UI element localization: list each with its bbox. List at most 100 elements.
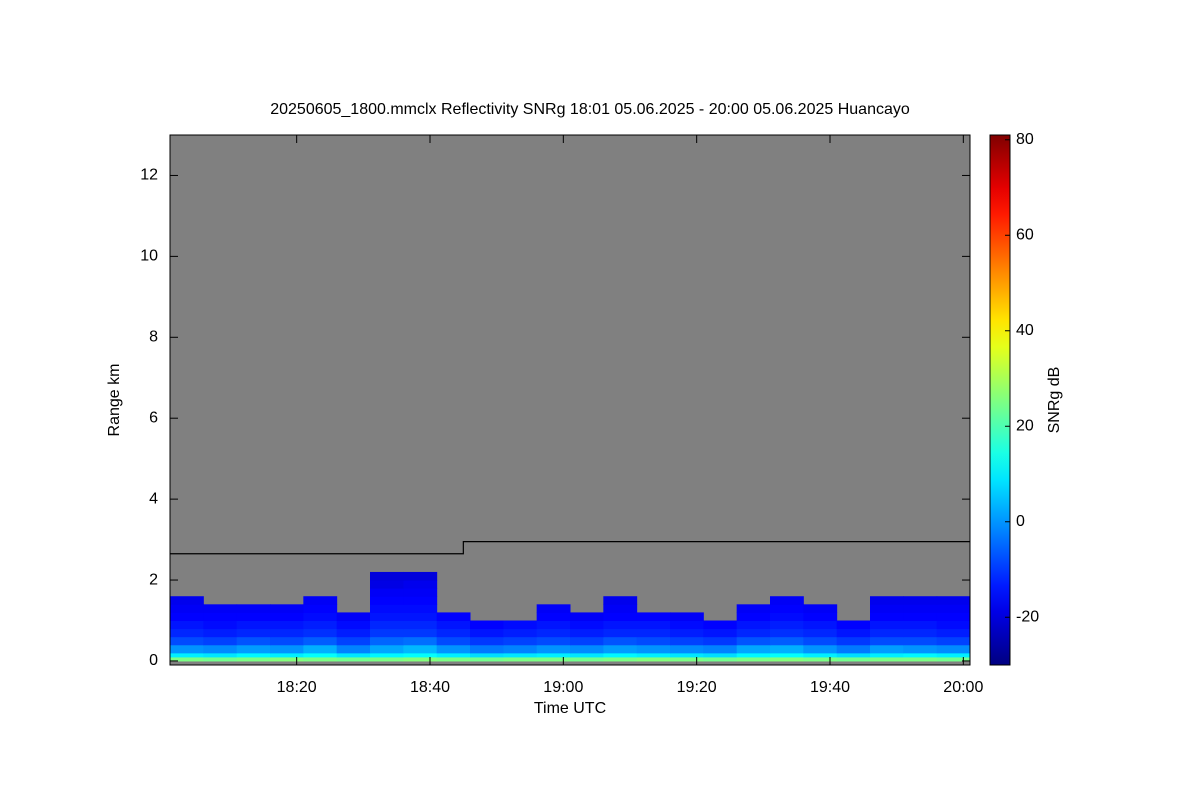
heatmap-cell (670, 652, 704, 658)
heatmap-cell (536, 612, 571, 621)
heatmap-cell (536, 604, 571, 613)
heatmap-cell (803, 656, 838, 662)
heatmap-cell (436, 656, 471, 662)
heatmap-cell (903, 636, 938, 646)
heatmap-cell (603, 628, 638, 638)
heatmap-cell (303, 612, 338, 621)
heatmap-cell (203, 612, 238, 621)
heatmap-cell (636, 628, 671, 638)
heatmap-cell (170, 604, 204, 613)
y-tick-label: 12 (140, 167, 158, 184)
x-tick-label: 19:20 (677, 679, 717, 696)
heatmap-cell (870, 644, 904, 654)
heatmap-cell (570, 652, 604, 658)
heatmap-cell (603, 604, 638, 613)
heatmap-cell (336, 652, 371, 658)
colorbar-tick-label: 0 (1016, 513, 1025, 530)
heatmap-cell (236, 656, 271, 662)
heatmap-cell (570, 620, 604, 630)
heatmap-cell (503, 652, 538, 658)
heatmap-cell (270, 620, 304, 630)
heatmap-cell (403, 644, 438, 654)
heatmap-cell (670, 636, 704, 646)
heatmap-cell (703, 656, 738, 662)
heatmap-cell (770, 596, 804, 605)
heatmap-cell (636, 636, 671, 646)
colorbar (989, 134, 1011, 666)
heatmap-cell (470, 656, 504, 662)
heatmap-cell (903, 612, 938, 621)
y-axis-label: Range km (106, 364, 123, 437)
heatmap-cell (370, 652, 404, 658)
heatmap-cell (936, 628, 971, 638)
colorbar-tick-label: 40 (1016, 322, 1034, 339)
heatmap-cell (803, 620, 838, 630)
heatmap-cell (770, 612, 804, 621)
heatmap-cell (403, 636, 438, 646)
y-tick-label: 8 (149, 329, 158, 346)
heatmap-cell (403, 656, 438, 662)
y-tick-label: 2 (149, 571, 158, 588)
heatmap-cell (303, 628, 338, 638)
x-tick-label: 19:00 (543, 679, 583, 696)
heatmap-cell (936, 596, 971, 605)
heatmap-cell (770, 604, 804, 613)
heatmap-cell (703, 644, 738, 654)
heatmap-cell (370, 628, 404, 638)
heatmap-cell (803, 612, 838, 621)
heatmap-cell (870, 596, 904, 605)
heatmap-cell (270, 636, 304, 646)
heatmap-cell (436, 652, 471, 658)
heatmap-cell (703, 628, 738, 638)
heatmap-cell (903, 644, 938, 654)
heatmap-cell (570, 644, 604, 654)
heatmap-cell (870, 636, 904, 646)
heatmap-cell (303, 620, 338, 630)
heatmap-cell (703, 620, 738, 630)
y-tick-label: 0 (149, 652, 158, 669)
heatmap-cell (436, 612, 471, 621)
heatmap-cell (370, 596, 404, 605)
heatmap-cell (836, 628, 871, 638)
heatmap-cell (870, 652, 904, 658)
plot-background (170, 135, 970, 665)
heatmap-cell (436, 636, 471, 646)
heatmap-cell (536, 628, 571, 638)
heatmap-cell (370, 604, 404, 613)
heatmap-cell (203, 604, 238, 613)
heatmap-cell (370, 620, 404, 630)
heatmap-cell (836, 652, 871, 658)
heatmap-cell (470, 652, 504, 658)
heatmap-cell (170, 620, 204, 630)
heatmap-cell (736, 636, 771, 646)
heatmap-cell (670, 612, 704, 621)
heatmap-cell (936, 612, 971, 621)
heatmap-cell (270, 644, 304, 654)
heatmap-cell (270, 652, 304, 658)
heatmap-cell (936, 652, 971, 658)
heatmap-cell (336, 644, 371, 654)
heatmap-cell (403, 571, 438, 581)
y-tick-label: 4 (149, 490, 158, 507)
heatmap-cell (503, 656, 538, 662)
heatmap-cell (370, 588, 404, 597)
heatmap-cell (670, 620, 704, 630)
heatmap-cell (470, 628, 504, 638)
heatmap-cell (736, 628, 771, 638)
heatmap-cell (236, 612, 271, 621)
heatmap-cell (770, 628, 804, 638)
heatmap-cell (236, 628, 271, 638)
heatmap-cell (370, 636, 404, 646)
heatmap-cell (903, 620, 938, 630)
heatmap-cell (903, 604, 938, 613)
x-axis-label: Time UTC (534, 700, 606, 717)
heatmap-cell (303, 596, 338, 605)
heatmap-cell (203, 628, 238, 638)
heatmap-cell (736, 604, 771, 613)
heatmap-cell (236, 636, 271, 646)
heatmap-cell (936, 644, 971, 654)
heatmap-cell (170, 628, 204, 638)
heatmap-cell (270, 656, 304, 662)
heatmap-cell (770, 656, 804, 662)
heatmap-cell (503, 644, 538, 654)
